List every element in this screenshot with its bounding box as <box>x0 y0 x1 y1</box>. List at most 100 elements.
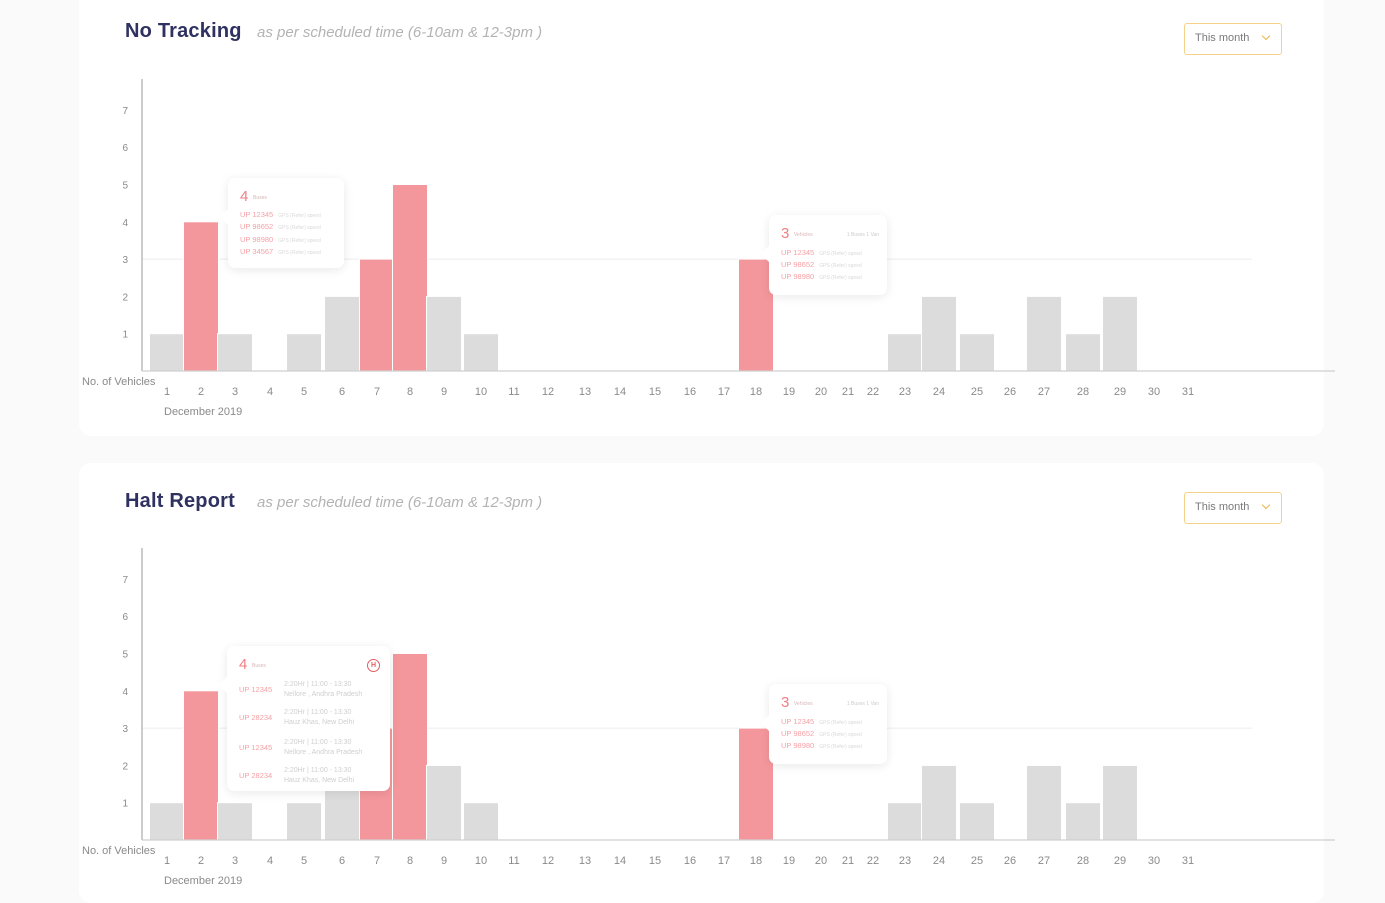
vehicle-detail: GPS (Refer) speed <box>819 720 862 726</box>
vehicle-detail: GPS (Refer) speed <box>819 744 862 750</box>
x-tick-label: 28 <box>1077 855 1089 867</box>
tooltip-row: UP 98652 GPS (Refer) speed <box>240 222 321 231</box>
x-tick-label: 25 <box>971 386 983 398</box>
bar-day-5 <box>286 802 322 841</box>
x-tick-label: 27 <box>1038 855 1050 867</box>
bar-day-23 <box>887 802 923 841</box>
x-tick-label: 8 <box>407 386 413 398</box>
panel-title: No Tracking <box>125 20 242 42</box>
vehicle-plate: UP 98652 <box>781 729 815 738</box>
x-tick-label: 23 <box>899 855 911 867</box>
bar-tooltip: 4 Buses UP 12345 GPS (Refer) speed UP 986… <box>220 178 344 268</box>
tooltip-count-label: Vehicles <box>794 232 813 238</box>
tooltip-row: UP 98980 GPS (Refer) speed <box>781 741 862 750</box>
panel-title: Halt Report <box>125 490 235 512</box>
vehicle-plate: UP 98652 <box>240 222 274 231</box>
bar-day-1 <box>149 802 185 841</box>
bar-day-8 <box>392 653 428 841</box>
x-tick-label: 18 <box>750 855 762 867</box>
period-dropdown[interactable]: This month <box>1184 492 1282 524</box>
x-tick-label: 16 <box>684 855 696 867</box>
tooltip-row: UP 12345 2:20Hr | 11:00 - 13:30 Nellore ,… <box>239 679 362 698</box>
x-tick-label: 3 <box>232 386 238 398</box>
bar-day-8 <box>392 184 428 372</box>
tooltip-row: UP 98652 GPS (Refer) speed <box>781 729 862 738</box>
x-tick-label: 21 <box>842 855 854 867</box>
x-tick-label: 4 <box>267 855 273 867</box>
y-axis-title: No. of Vehicles <box>82 376 156 388</box>
bar-day-18 <box>738 727 774 841</box>
x-tick-label: 2 <box>198 855 204 867</box>
halt-time: 2:20Hr | 11:00 - 13:30 <box>284 681 352 688</box>
x-tick-label: 11 <box>508 855 519 867</box>
bar-day-10 <box>463 802 499 841</box>
x-tick-label: 20 <box>815 386 827 398</box>
halt-time: 2:20Hr | 11:00 - 13:30 <box>284 739 352 746</box>
x-tick-label: 16 <box>684 386 696 398</box>
bar-day-25 <box>959 802 995 841</box>
x-axis-title: December 2019 <box>164 875 242 887</box>
x-tick-label: 5 <box>301 386 307 398</box>
tooltip-count-label: Vehicles <box>794 701 813 707</box>
y-tick-label: 2 <box>122 761 128 772</box>
x-tick-label: 10 <box>475 855 487 867</box>
vehicle-plate: UP 28234 <box>239 771 273 780</box>
vehicle-plate: UP 98980 <box>781 741 815 750</box>
vehicle-plate: UP 12345 <box>240 210 274 219</box>
x-tick-label: 18 <box>750 386 762 398</box>
x-tick-label: 31 <box>1182 855 1194 867</box>
vehicle-plate: UP 98980 <box>781 272 815 281</box>
bar-day-27 <box>1026 295 1062 372</box>
period-dropdown[interactable]: This month <box>1184 23 1282 55</box>
vehicle-plate: UP 12345 <box>781 248 815 257</box>
halt-place: Hauz Khas, New Delhi <box>284 719 355 726</box>
x-tick-label: 9 <box>441 386 447 398</box>
tooltip-vehicle-types: 1 Buses 1 Van <box>846 701 879 707</box>
x-tick-label: 30 <box>1148 386 1160 398</box>
vehicle-plate: UP 12345 <box>239 743 273 752</box>
bar-tooltip: 3 Vehicles 1 Buses 1 Van UP 12345 GPS (Re… <box>761 215 887 295</box>
halt-place: Nellore , Andhra Pradesh <box>284 749 363 756</box>
x-tick-label: 12 <box>542 855 554 867</box>
tooltip-row: UP 12345 GPS (Refer) speed <box>240 210 321 219</box>
vehicle-detail: GPS (Refer) speed <box>278 250 321 256</box>
x-tick-label: 13 <box>579 386 591 398</box>
tooltip-vehicle-types: 1 Buses 1 Van <box>846 232 879 238</box>
bar-day-27 <box>1026 764 1062 841</box>
period-dropdown-label: This month <box>1195 501 1250 513</box>
x-tick-label: 5 <box>301 855 307 867</box>
y-tick-label: 7 <box>122 106 128 117</box>
tooltip-count-label: Buses <box>253 195 267 201</box>
x-tick-label: 7 <box>374 386 380 398</box>
tooltip-row: UP 12345 GPS (Refer) speed <box>781 248 862 257</box>
bar-day-24 <box>921 764 957 841</box>
bar-day-2 <box>183 221 219 372</box>
x-tick-label: 30 <box>1148 855 1160 867</box>
x-tick-label: 17 <box>718 386 730 398</box>
vehicle-plate: UP 98980 <box>240 235 274 244</box>
vehicle-detail: GPS (Refer) speed <box>819 275 862 281</box>
bar-day-28 <box>1065 802 1101 841</box>
bar-tooltip: 3 Vehicles 1 Buses 1 Van UP 12345 GPS (Re… <box>761 684 887 764</box>
x-tick-label: 9 <box>441 855 447 867</box>
halt-icon: H <box>367 659 380 672</box>
tooltip-count-label: Buses <box>252 663 266 669</box>
y-tick-label: 2 <box>122 292 128 303</box>
bar-day-25 <box>959 333 995 372</box>
bar-day-10 <box>463 333 499 372</box>
x-tick-label: 20 <box>815 855 827 867</box>
tooltip-row: UP 98980 GPS (Refer) speed <box>781 272 862 281</box>
tooltip-count: 3 <box>781 225 790 242</box>
tooltip-row: UP 34567 GPS (Refer) speed <box>240 247 321 256</box>
x-tick-label: 1 <box>164 855 170 867</box>
vehicle-plate: UP 34567 <box>240 247 274 256</box>
halt-tooltip: 4 Buses H UP 12345 2:20Hr | 11:00 - 13:3… <box>219 646 390 791</box>
vehicle-detail: GPS (Refer) speed <box>278 213 321 219</box>
x-tick-label: 11 <box>508 386 519 398</box>
x-tick-label: 3 <box>232 855 238 867</box>
halt-place: Hauz Khas, New Delhi <box>284 777 355 784</box>
vehicle-detail: GPS (Refer) speed <box>278 238 321 244</box>
x-tick-label: 23 <box>899 386 911 398</box>
x-tick-label: 27 <box>1038 386 1050 398</box>
